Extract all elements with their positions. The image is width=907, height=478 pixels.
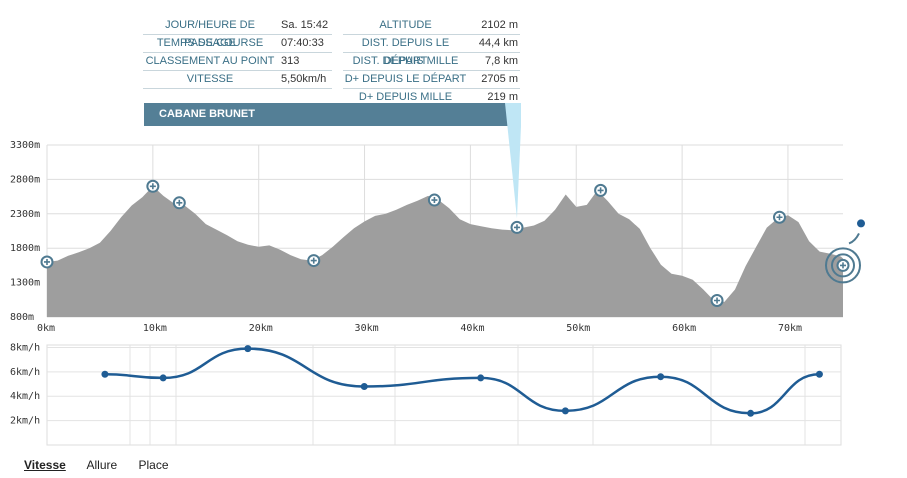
y-tick-label: 800m [10, 312, 34, 323]
plus-icon [310, 257, 317, 264]
x-tick-label: 70km [778, 323, 802, 334]
y-tick-label: 2300m [10, 209, 40, 220]
info-row: DIST. DEPUIS MILLE 7,8 km [343, 52, 520, 71]
tab-allure[interactable]: Allure [86, 458, 118, 472]
chart-mode-tabs: Vitesse Allure Place [24, 458, 187, 472]
x-tick-label: 50km [566, 323, 590, 334]
info-value: 07:40:33 [281, 37, 324, 49]
checkpoint-banner: CABANE BRUNET [144, 103, 512, 126]
info-label: DIST. DEPUIS LE DÉPART [361, 37, 450, 67]
info-label: DIST. DEPUIS MILLE [352, 55, 459, 67]
plus-icon [776, 214, 783, 221]
info-row: ALTITUDE 2102 m [343, 16, 520, 35]
info-value: 313 [281, 55, 300, 67]
runner-ring [831, 253, 855, 278]
info-label: CLASSEMENT AU POINT [145, 55, 275, 67]
checkpoint-marker[interactable] [772, 210, 786, 224]
info-label: JOUR/HEURE DE PASSAGE [165, 19, 255, 49]
info-label: VITESSE [186, 73, 234, 85]
info-label: ALTITUDE [379, 19, 432, 31]
speed-point [747, 409, 755, 417]
checkpoint-marker[interactable] [307, 254, 321, 268]
info-row: DIST. DEPUIS LE DÉPART 44,4 km [343, 34, 520, 67]
runner-icon [848, 232, 860, 245]
checkpoint-pointer [505, 103, 521, 219]
info-value: 7,8 km [484, 55, 518, 67]
info-value: 2102 m [481, 19, 518, 31]
y-tick-label: 1800m [10, 243, 40, 254]
info-label: TEMPS DE COURSE [156, 37, 264, 49]
info-row: CLASSEMENT AU POINT 313 [143, 52, 332, 71]
info-value: Sa. 15:42 [281, 19, 329, 31]
y-tick-label: 3300m [10, 140, 40, 151]
y-tick-label: 1300m [10, 278, 40, 289]
x-tick-label: 10km [143, 323, 167, 334]
speed-chart-frame [46, 344, 842, 446]
checkpoint-marker[interactable] [172, 196, 186, 210]
tab-place[interactable]: Place [138, 458, 169, 472]
info-label: D+ DEPUIS LE DÉPART [344, 73, 467, 85]
speed-y-tick-label: 6km/h [10, 367, 40, 378]
plus-icon [44, 258, 50, 265]
checkpoint-marker[interactable] [510, 220, 524, 234]
x-tick-label: 30km [355, 323, 379, 334]
plus-icon [431, 197, 438, 204]
elevation-profile [47, 186, 843, 317]
runner-ring [825, 247, 861, 284]
info-value: 2705 m [481, 73, 518, 85]
checkpoint-marker[interactable] [40, 255, 54, 269]
info-row: JOUR/HEURE DE PASSAGE Sa. 15:42 [143, 16, 332, 49]
plus-icon [149, 183, 156, 190]
checkpoint-marker[interactable] [146, 179, 160, 193]
speed-point [477, 374, 485, 382]
speed-point [244, 345, 252, 353]
info-value: 44,4 km [478, 37, 518, 49]
speed-point [159, 374, 167, 382]
speed-y-tick-label: 4km/h [10, 391, 40, 402]
x-tick-label: 60km [672, 323, 696, 334]
checkpoint-marker[interactable] [710, 293, 724, 307]
speed-point [360, 382, 368, 390]
checkpoint-marker[interactable] [427, 193, 441, 207]
speed-point [101, 370, 109, 378]
x-tick-label: 40km [460, 323, 484, 334]
x-tick-label: 20km [249, 323, 273, 334]
plus-icon [513, 224, 520, 231]
info-value: 219 m [487, 91, 518, 103]
checkpoint-name: CABANE BRUNET [159, 108, 255, 120]
x-tick-label: 0km [37, 323, 55, 334]
y-tick-label: 2800m [10, 174, 40, 185]
plus-icon [176, 199, 183, 206]
speed-line [104, 347, 820, 415]
runner-dot [857, 219, 865, 228]
plus-icon [714, 297, 721, 304]
info-row: TEMPS DE COURSE 07:40:33 [143, 34, 332, 53]
speed-point [561, 407, 569, 415]
info-label: D+ DEPUIS MILLE [358, 91, 453, 103]
plus-icon [840, 262, 846, 269]
tab-vitesse[interactable]: Vitesse [24, 458, 66, 472]
info-value: 5,50km/h [281, 73, 327, 85]
current-runner-marker[interactable] [825, 219, 865, 284]
speed-y-tick-label: 2km/h [10, 416, 40, 427]
info-row: VITESSE 5,50km/h [143, 70, 332, 89]
speed-point [657, 373, 665, 381]
plus-icon [597, 187, 604, 194]
speed-y-tick-label: 8km/h [10, 342, 40, 353]
info-row: D+ DEPUIS LE DÉPART 2705 m [343, 70, 520, 89]
speed-point [815, 370, 823, 378]
checkpoint-marker[interactable] [594, 183, 608, 197]
